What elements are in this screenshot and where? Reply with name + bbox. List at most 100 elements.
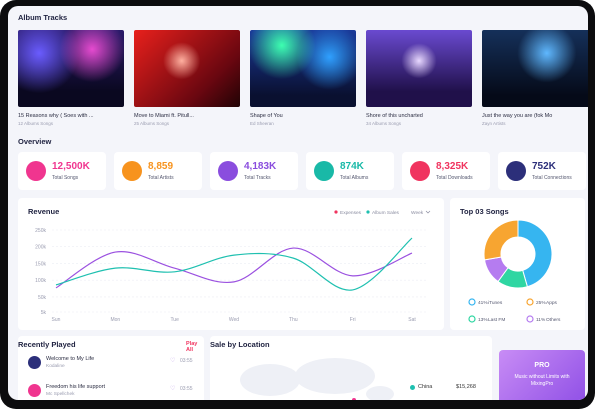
donut-segment — [483, 219, 519, 261]
album-cover[interactable] — [18, 30, 124, 107]
stat-value: 8,325K — [436, 161, 469, 172]
map-pin — [352, 398, 356, 400]
legend-dot — [410, 385, 415, 390]
track-artist: Mc Spellchek — [46, 392, 75, 397]
pro-title: PRO — [534, 362, 550, 369]
y-tick-label: 200k — [35, 245, 46, 251]
track-row — [18, 380, 204, 400]
legend-dot — [366, 210, 370, 214]
stat-card: 12,500K Total Songs — [18, 152, 106, 190]
album-title: Shape of You — [250, 113, 283, 119]
screen: Album Tracks 15 Reasons why ( Soes with … — [8, 6, 588, 400]
donut-segment — [517, 219, 553, 288]
dropdown[interactable]: Week — [411, 210, 424, 216]
album-subtitle: Ed Sheeran — [250, 121, 274, 126]
x-tick-label: Thu — [289, 317, 298, 323]
album-title: Shore of this uncharted — [366, 113, 423, 119]
x-tick-label: Sun — [52, 317, 61, 323]
y-tick-label: 50k — [38, 295, 47, 301]
album-subtitle: 12 Albums Songs — [18, 121, 54, 126]
section-title: Album Tracks — [18, 13, 68, 22]
legend-label: Expenses — [340, 210, 362, 216]
legend-dot — [526, 298, 534, 306]
sale-card: Sale by Location China $15,268 — [210, 336, 492, 400]
stat-label: Total Songs — [52, 175, 79, 181]
stat-icon — [314, 161, 334, 181]
track-title: Freedom his life support — [46, 384, 105, 390]
stat-card: 752K Total Connections — [498, 152, 586, 190]
legend-label: Album Sales — [372, 210, 400, 216]
stat-value: 12,500K — [52, 161, 90, 172]
legend-value: 11% — [536, 317, 546, 323]
album-subtitle: 34 Albums Songs — [366, 121, 402, 126]
stat-icon — [26, 161, 46, 181]
legend-value: 41% — [478, 300, 488, 306]
stat-label: Total Artists — [148, 175, 174, 181]
stat-icon — [122, 161, 142, 181]
heart-icon[interactable]: ♡ — [170, 386, 176, 392]
line-series — [55, 247, 413, 289]
stat-card: 8,325K Total Downloads — [402, 152, 490, 190]
country: China — [418, 384, 433, 390]
y-tick-label: 150k — [35, 261, 46, 267]
album-title: Move to Miami ft. Pitull... — [134, 113, 194, 119]
track-row — [18, 352, 204, 376]
revenue-chart: Revenue 250k 200k 150k 100k 50k 5k Sun Mon Tue We… — [28, 207, 431, 323]
section-title: Sale by Location — [210, 340, 270, 349]
heart-icon[interactable]: ♡ — [170, 358, 176, 364]
amount: $15,268 — [456, 384, 476, 390]
x-tick-label: Fri — [350, 317, 356, 323]
album-cover[interactable] — [134, 30, 240, 107]
legend-label: Others — [546, 317, 561, 323]
chart-title: Top 03 Songs — [460, 207, 509, 216]
legend-dot — [526, 315, 534, 323]
stat-label: Total Connections — [532, 175, 572, 181]
world-map — [240, 358, 394, 400]
map-land — [295, 358, 375, 394]
legend-value: 13% — [478, 317, 488, 323]
legend-value: 25% — [536, 300, 546, 306]
album-cover[interactable] — [366, 30, 472, 107]
stat-icon — [410, 161, 430, 181]
legend-dot — [468, 315, 476, 323]
donut-chart: Top 03 Songs 41% iTunes 13% Last FM 11% Other… — [460, 207, 561, 323]
stat-label: Total Albums — [340, 175, 369, 181]
stat-value: 4,183K — [244, 161, 277, 172]
play-button[interactable] — [28, 384, 41, 397]
x-tick-label: Mon — [110, 317, 120, 323]
play-button[interactable] — [28, 356, 41, 369]
stat-card: 874K Total Albums — [306, 152, 394, 190]
map-land — [240, 364, 300, 396]
stat-icon — [506, 161, 526, 181]
album-title: Just the way you are (fok Mo — [482, 113, 553, 119]
stat-label: Total Tracks — [244, 175, 271, 181]
revenue-card: Revenue 250k 200k 150k 100k 50k 5k Sun Mon Tue We… — [18, 198, 444, 330]
chart-title: Revenue — [28, 207, 59, 216]
stat-value: 8,859 — [148, 161, 174, 172]
y-tick-label: 100k — [35, 278, 46, 284]
section-title: Overview — [18, 137, 52, 146]
legend-label: Last FM — [488, 317, 505, 323]
x-tick-label: Sat — [408, 317, 416, 323]
chevron — [425, 210, 431, 214]
stat-label: Total Downloads — [436, 175, 473, 181]
stat-card: 8,859 Total Artists — [114, 152, 202, 190]
stat-value: 874K — [340, 161, 364, 172]
pro-text: Music without Limits with MixingPro — [514, 374, 570, 387]
pro-card[interactable]: PRO Music without Limits with MixingPro — [499, 350, 585, 400]
track-duration: 03:55 — [180, 386, 193, 392]
album-cover[interactable] — [482, 30, 588, 107]
section-title: Recently Played — [18, 340, 76, 349]
album-subtitle: 25 Albums Songs — [134, 121, 170, 126]
legend-dot — [334, 210, 338, 214]
play-all[interactable]: Play All — [186, 341, 198, 353]
album-title: 15 Reasons why ( Soes with ... — [18, 113, 94, 119]
y-tick-label: 5k — [41, 310, 47, 316]
x-tick-label: Tue — [170, 317, 179, 323]
y-tick-label: 250k — [35, 228, 46, 234]
album-subtitle: Zayn Artists — [482, 121, 506, 126]
top-songs-card: Top 03 Songs 41% iTunes 13% Last FM 11% Other… — [450, 198, 585, 330]
album-cover[interactable] — [250, 30, 356, 107]
stat-value: 752K — [532, 161, 556, 172]
map-land — [366, 386, 394, 400]
